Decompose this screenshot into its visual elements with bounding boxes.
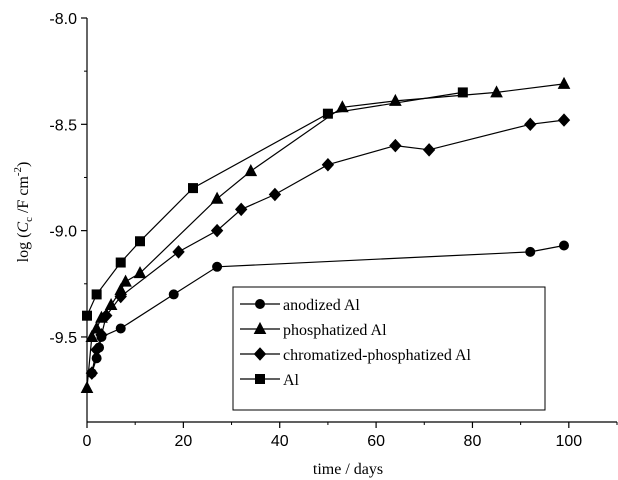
data-point	[422, 143, 436, 157]
data-point	[389, 138, 402, 153]
data-layer	[80, 76, 571, 393]
legend-label: chromatized-phosphatized Al	[283, 347, 471, 364]
data-point	[321, 157, 335, 172]
data-point	[557, 113, 571, 127]
data-point	[557, 76, 571, 89]
legend-label: Al	[283, 372, 300, 389]
data-point	[322, 108, 333, 119]
legend-marker	[255, 299, 265, 309]
y-axis-title-unit: /F cm	[15, 176, 32, 217]
data-point	[115, 323, 126, 334]
data-point	[85, 366, 98, 380]
data-point	[80, 380, 94, 393]
data-point	[85, 329, 99, 342]
data-point	[133, 266, 147, 279]
data-point	[525, 246, 536, 257]
data-point	[82, 310, 92, 321]
legend-box	[232, 286, 546, 411]
series-line	[86, 91, 463, 316]
data-point	[210, 191, 224, 204]
data-point	[235, 202, 248, 217]
legend-marker	[253, 321, 267, 334]
data-point	[115, 257, 126, 268]
data-point	[168, 289, 179, 300]
data-point	[188, 183, 198, 194]
x-tick-label: 80	[464, 433, 482, 450]
legend-label: anodized Al	[283, 297, 360, 314]
data-point	[210, 223, 224, 238]
data-point	[490, 85, 503, 98]
data-point	[457, 87, 468, 98]
x-tick-label: 0	[83, 433, 92, 450]
y-tick-label: -9.5	[49, 330, 77, 347]
y-axis-title-symbol: C	[15, 222, 32, 233]
data-point	[524, 117, 537, 132]
y-tick-label: -8.0	[49, 11, 77, 28]
data-point	[268, 187, 282, 202]
data-point	[91, 289, 102, 300]
legend: anodized Al phosphatized Al chromatized-ph…	[232, 286, 546, 411]
series-diamond	[85, 113, 571, 380]
data-point	[172, 245, 185, 259]
y-axis-title-subscript: c	[23, 217, 35, 222]
data-point	[559, 240, 569, 251]
y-axis-title: log (Cc /F cm-2)	[12, 162, 35, 263]
y-axis-title-superscript: -2	[12, 167, 24, 176]
y-axis-title-suffix: )	[15, 162, 32, 167]
legend-label: phosphatized Al	[283, 322, 387, 339]
legend-marker	[255, 374, 265, 384]
y-tick-label: -8.5	[49, 117, 77, 134]
legend-marker	[253, 347, 267, 361]
data-point	[114, 289, 127, 304]
x-tick-label: 20	[174, 433, 192, 450]
data-point	[100, 308, 113, 323]
x-tick-label: 60	[367, 433, 385, 450]
y-axis-title-prefix: log (	[15, 233, 32, 263]
data-point	[90, 321, 103, 334]
data-point	[95, 328, 108, 342]
y-tick-label: -9.0	[49, 224, 77, 241]
data-point	[244, 164, 258, 177]
data-point	[135, 236, 145, 247]
x-tick-label: 100	[555, 433, 582, 450]
data-point	[119, 274, 132, 287]
plot-area: 0 20 40 60 80 100 -8.0 -8.5 -9.0 -9.5	[49, 11, 618, 450]
series-square	[82, 87, 468, 321]
data-point	[212, 261, 223, 272]
x-axis-title: time / days	[313, 461, 383, 478]
data-point	[90, 342, 103, 357]
x-tick-label: 40	[271, 433, 289, 450]
